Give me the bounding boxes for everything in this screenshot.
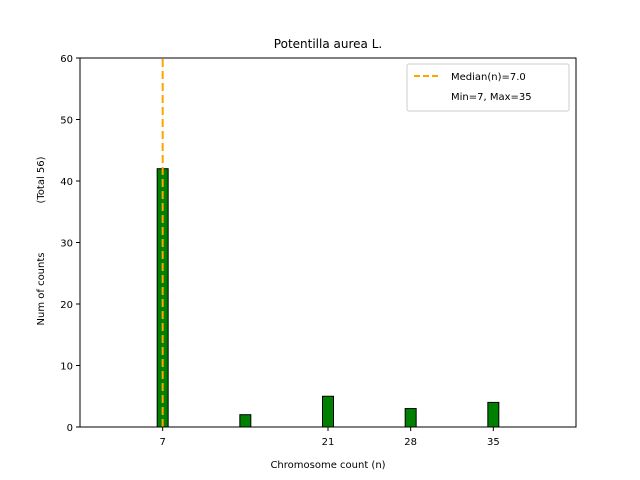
y-axis-ticks: 0 10 20 30 40 50 60 <box>60 54 80 434</box>
y-tick-label: 10 <box>60 362 73 373</box>
bar-28 <box>404 408 417 428</box>
y-tick-label: 40 <box>60 177 73 188</box>
legend-box <box>406 63 570 112</box>
y-tick-label: 0 <box>67 423 73 434</box>
y-axis-total-note: (Total 56) <box>36 156 47 203</box>
plot-frame <box>79 57 577 428</box>
bar-14 <box>239 414 252 428</box>
x-axis-title: Chromosome count (n) <box>270 460 385 471</box>
x-tick-label: 28 <box>404 437 417 448</box>
y-tick-label: 30 <box>60 239 73 250</box>
bar-35 <box>487 401 500 428</box>
x-tick-label: 35 <box>487 437 500 448</box>
legend-median-label: Median(n)=7.0 <box>451 72 526 83</box>
legend: Median(n)=7.0 Min=7, Max=35 <box>406 63 570 112</box>
y-axis-title: Num of counts <box>36 253 47 326</box>
y-tick-label: 50 <box>60 116 73 127</box>
chart-title: Potentilla aurea L. <box>274 37 382 51</box>
y-tick-label: 20 <box>60 300 73 311</box>
y-tick-label: 60 <box>60 54 73 65</box>
plot-area <box>80 58 576 427</box>
x-axis-ticks: 7 21 28 35 <box>159 427 500 448</box>
x-tick-label: 21 <box>322 437 335 448</box>
x-tick-label: 7 <box>159 437 165 448</box>
legend-range-label: Min=7, Max=35 <box>451 92 532 103</box>
bar-21 <box>322 395 334 428</box>
